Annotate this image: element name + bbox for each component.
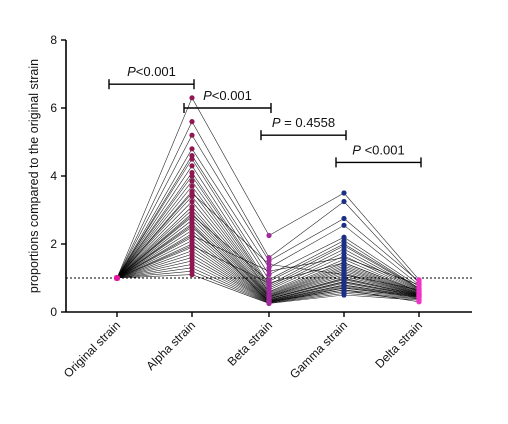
data-point	[189, 212, 195, 218]
data-point	[189, 243, 195, 249]
data-point	[189, 132, 195, 138]
data-point	[189, 183, 195, 189]
y-tick-label: 4	[50, 169, 57, 183]
data-point	[189, 163, 195, 169]
data-point	[189, 198, 195, 205]
data-point	[341, 190, 347, 196]
data-point	[189, 222, 195, 228]
data-point	[341, 292, 347, 298]
data-point	[189, 190, 195, 196]
data-point	[189, 272, 195, 278]
data-points	[114, 95, 422, 307]
data-point	[189, 232, 195, 239]
x-tick-label: Alpha strain	[143, 318, 198, 373]
p-value-label: P <0.001	[352, 142, 404, 157]
data-point	[266, 299, 272, 305]
data-point	[189, 156, 195, 162]
x-tick-label: Gamma strain	[287, 318, 350, 381]
p-value-label: P<0.001	[203, 88, 252, 103]
data-point	[416, 289, 422, 295]
y-axis-label: proportions compared to the original str…	[27, 59, 41, 293]
data-point	[266, 268, 272, 274]
data-point	[189, 173, 195, 179]
data-point	[341, 222, 347, 228]
data-point	[266, 261, 272, 267]
data-point	[189, 146, 195, 152]
data-point	[341, 241, 347, 247]
data-point	[266, 232, 272, 239]
data-point	[114, 275, 120, 281]
x-tick-label: Beta strain	[225, 318, 275, 368]
data-point	[341, 272, 347, 278]
data-point	[189, 119, 195, 125]
y-tick-label: 6	[50, 101, 57, 115]
y-tick-label: 8	[50, 33, 57, 47]
data-point	[266, 280, 272, 286]
data-point	[189, 178, 195, 184]
data-point	[341, 255, 347, 261]
data-point	[189, 95, 195, 101]
data-point	[341, 215, 347, 222]
p-value-label: P<0.001	[127, 64, 176, 79]
x-tick-label: Delta strain	[372, 318, 425, 371]
x-ticks: Original strain Alpha strain Beta strain Ga…	[61, 312, 425, 381]
data-point	[341, 287, 347, 293]
significance-annotations: P<0.001 P<0.001 P = 0.4558 P <0.001	[108, 64, 422, 168]
data-point	[341, 260, 347, 266]
x-tick-label: Original strain	[61, 318, 123, 380]
data-point	[341, 198, 347, 205]
y-tick-label: 0	[50, 305, 57, 319]
p-value-label: P = 0.4558	[272, 115, 335, 130]
y-ticks: 0 2 4 6 8	[50, 33, 66, 319]
data-point	[416, 299, 422, 305]
y-tick-label: 2	[50, 237, 57, 251]
